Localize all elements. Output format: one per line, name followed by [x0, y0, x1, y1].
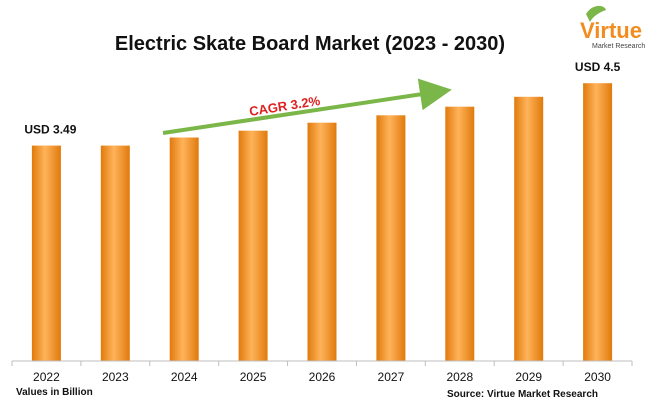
bar-2029 — [514, 96, 544, 362]
data-label: USD 3.49 — [24, 123, 76, 137]
x-tick-label: 2030 — [584, 370, 611, 384]
logo-leaf-icon — [586, 5, 606, 22]
bar-2022 — [31, 145, 61, 361]
bar-2025 — [238, 130, 268, 361]
bar-2026 — [307, 122, 337, 361]
bars-group — [31, 83, 613, 362]
x-tick-label: 2029 — [515, 370, 542, 384]
bar-2027 — [376, 115, 406, 361]
bar-2023 — [100, 145, 130, 361]
x-tick-label: 2028 — [446, 370, 473, 384]
x-tick-group: 2022 2023 2024 2025 2026 2027 2028 2029 2030 — [11, 361, 633, 384]
x-tick-label: 2025 — [240, 370, 267, 384]
source-note: Source: Virtue Market Research — [447, 389, 598, 400]
bar-2030 — [583, 83, 613, 361]
logo-name: Virtue — [580, 18, 642, 43]
data-label-group: USD 3.49 USD 4.5 — [24, 60, 620, 136]
logo-tagline: Market Research — [592, 43, 645, 50]
logo: Virtue Market Research — [580, 5, 645, 50]
data-label: USD 4.5 — [575, 60, 621, 74]
chart-title: Electric Skate Board Market (2023 - 2030… — [115, 33, 505, 55]
cagr-arrow-icon — [162, 78, 452, 135]
x-tick-label: 2027 — [378, 370, 405, 384]
x-tick-label: 2022 — [33, 370, 60, 384]
bar-2028 — [445, 106, 475, 361]
x-tick-label: 2023 — [102, 370, 129, 384]
x-tick-label: 2026 — [309, 370, 336, 384]
bar-2024 — [169, 137, 199, 361]
units-note: Values in Billion — [16, 387, 93, 398]
x-tick-label: 2024 — [171, 370, 198, 384]
